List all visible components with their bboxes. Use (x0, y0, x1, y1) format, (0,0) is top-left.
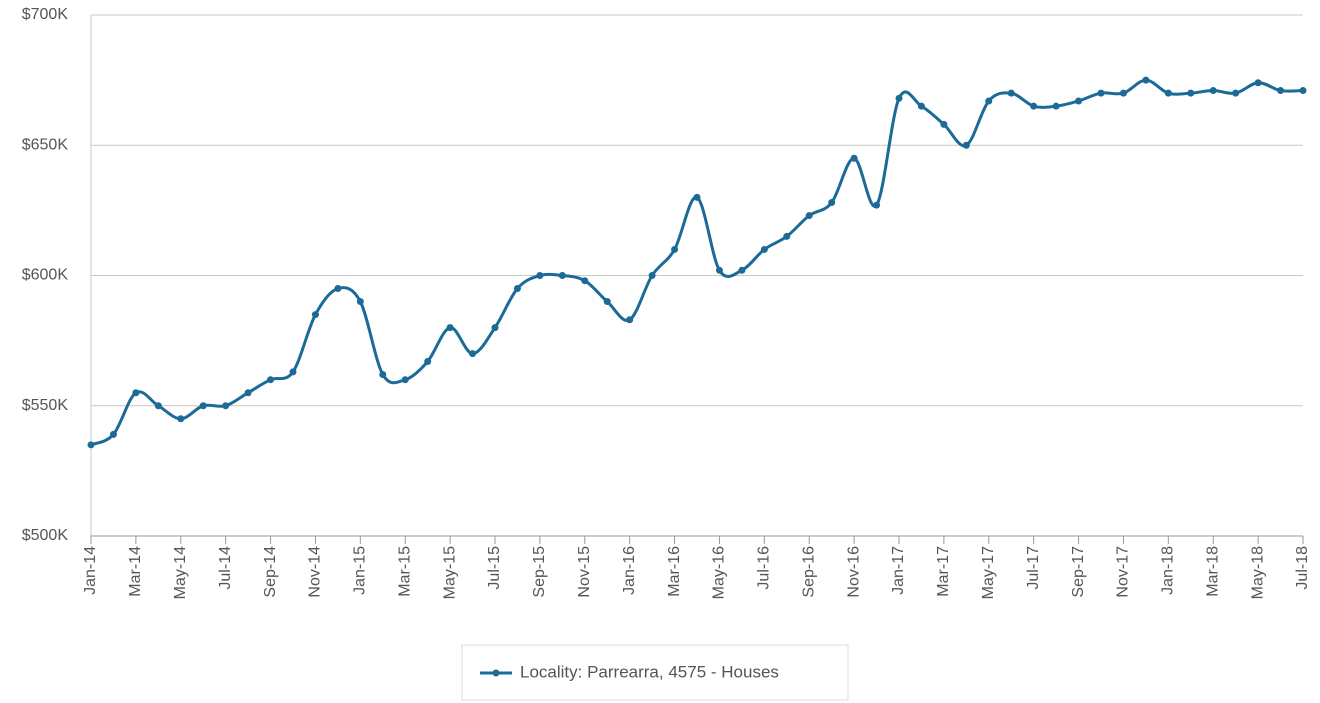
y-tick-label: $500K (22, 527, 69, 544)
data-point (289, 368, 297, 376)
x-tick-label: Mar-14 (127, 546, 144, 597)
data-point (693, 193, 701, 201)
x-tick-label: Jul-16 (756, 546, 773, 590)
x-tick-label: Sep-15 (531, 546, 548, 598)
x-tick-label: May-18 (1249, 546, 1266, 599)
data-point (1209, 87, 1217, 95)
data-point (850, 154, 858, 162)
x-tick-label: Jul-14 (217, 546, 234, 590)
data-point (311, 311, 319, 319)
x-tick-label: Jan-18 (1160, 546, 1177, 595)
data-point (1030, 102, 1038, 110)
data-point (648, 272, 656, 279)
data-point (558, 272, 566, 279)
data-point (738, 266, 746, 274)
data-point (671, 245, 679, 253)
x-tick-label: Sep-14 (262, 546, 279, 598)
x-tick-label: Jul-15 (486, 546, 503, 590)
data-point (581, 277, 589, 285)
legend: Locality: Parrearra, 4575 - Houses (461, 644, 849, 701)
data-point (401, 376, 409, 384)
data-point (1097, 89, 1105, 97)
x-tick-label: Mar-18 (1204, 546, 1221, 597)
x-tick-label: Mar-15 (396, 546, 413, 597)
x-tick-label: Jan-14 (82, 546, 99, 595)
data-point (177, 415, 185, 423)
x-tick-label: May-17 (980, 546, 997, 599)
data-point (1254, 79, 1262, 87)
data-point (424, 357, 432, 365)
data-point (1007, 89, 1015, 97)
data-point (154, 402, 162, 410)
data-point (603, 298, 611, 306)
x-tick-label: Jan-17 (890, 546, 907, 595)
data-point (962, 141, 970, 149)
data-point (222, 402, 230, 410)
x-tick-label: Jul-18 (1294, 546, 1311, 590)
x-tick-label: May-15 (441, 546, 458, 599)
data-point (895, 94, 903, 102)
data-point (985, 97, 993, 105)
data-point (1187, 89, 1195, 97)
x-tick-label: Nov-15 (576, 546, 593, 598)
data-point (109, 430, 117, 438)
legend-box (461, 644, 849, 701)
data-point (1052, 102, 1060, 110)
x-tick-label: Mar-17 (935, 546, 952, 597)
x-tick-label: Jan-16 (621, 546, 638, 595)
data-point (1142, 76, 1150, 84)
data-point (536, 272, 544, 279)
x-tick-label: Jan-15 (352, 546, 369, 595)
y-tick-label: $600K (22, 267, 69, 284)
legend-swatch-dot (492, 669, 500, 677)
data-point (267, 376, 275, 384)
x-tick-label: Jul-17 (1025, 546, 1042, 590)
legend-label: Locality: Parrearra, 4575 - Houses (520, 662, 779, 681)
data-point (760, 245, 768, 253)
data-point (1164, 89, 1172, 97)
data-point (379, 370, 387, 378)
x-tick-label: Nov-16 (845, 546, 862, 598)
data-point (940, 120, 948, 128)
x-tick-label: Nov-14 (307, 546, 324, 598)
data-point (1299, 87, 1307, 95)
y-tick-label: $650K (22, 136, 69, 153)
data-point (244, 389, 252, 397)
y-tick-label: $550K (22, 397, 69, 414)
data-point (446, 324, 454, 332)
x-tick-label: Sep-17 (1070, 546, 1087, 598)
data-point (199, 402, 207, 410)
data-point (828, 199, 836, 207)
data-point (1232, 89, 1240, 97)
x-tick-label: Mar-16 (666, 546, 683, 597)
series-line (90, 78, 1304, 447)
data-point (626, 316, 634, 324)
data-point (334, 285, 342, 293)
x-tick-label: Nov-17 (1115, 546, 1132, 598)
data-point (491, 324, 499, 332)
data-point (132, 389, 140, 397)
data-point (513, 285, 521, 293)
data-point (356, 298, 364, 306)
data-point (873, 201, 881, 209)
x-tick-label: Sep-16 (800, 546, 817, 598)
data-point (783, 232, 791, 240)
data-point (917, 102, 925, 110)
data-point (87, 441, 95, 449)
data-point (805, 212, 813, 220)
data-point (469, 350, 477, 358)
y-tick-label: $700K (22, 6, 69, 23)
data-point (1277, 87, 1285, 95)
data-point (1075, 97, 1083, 105)
data-point (715, 266, 723, 274)
x-tick-label: May-16 (711, 546, 728, 599)
data-point (1119, 89, 1127, 97)
x-tick-label: May-14 (172, 546, 189, 599)
